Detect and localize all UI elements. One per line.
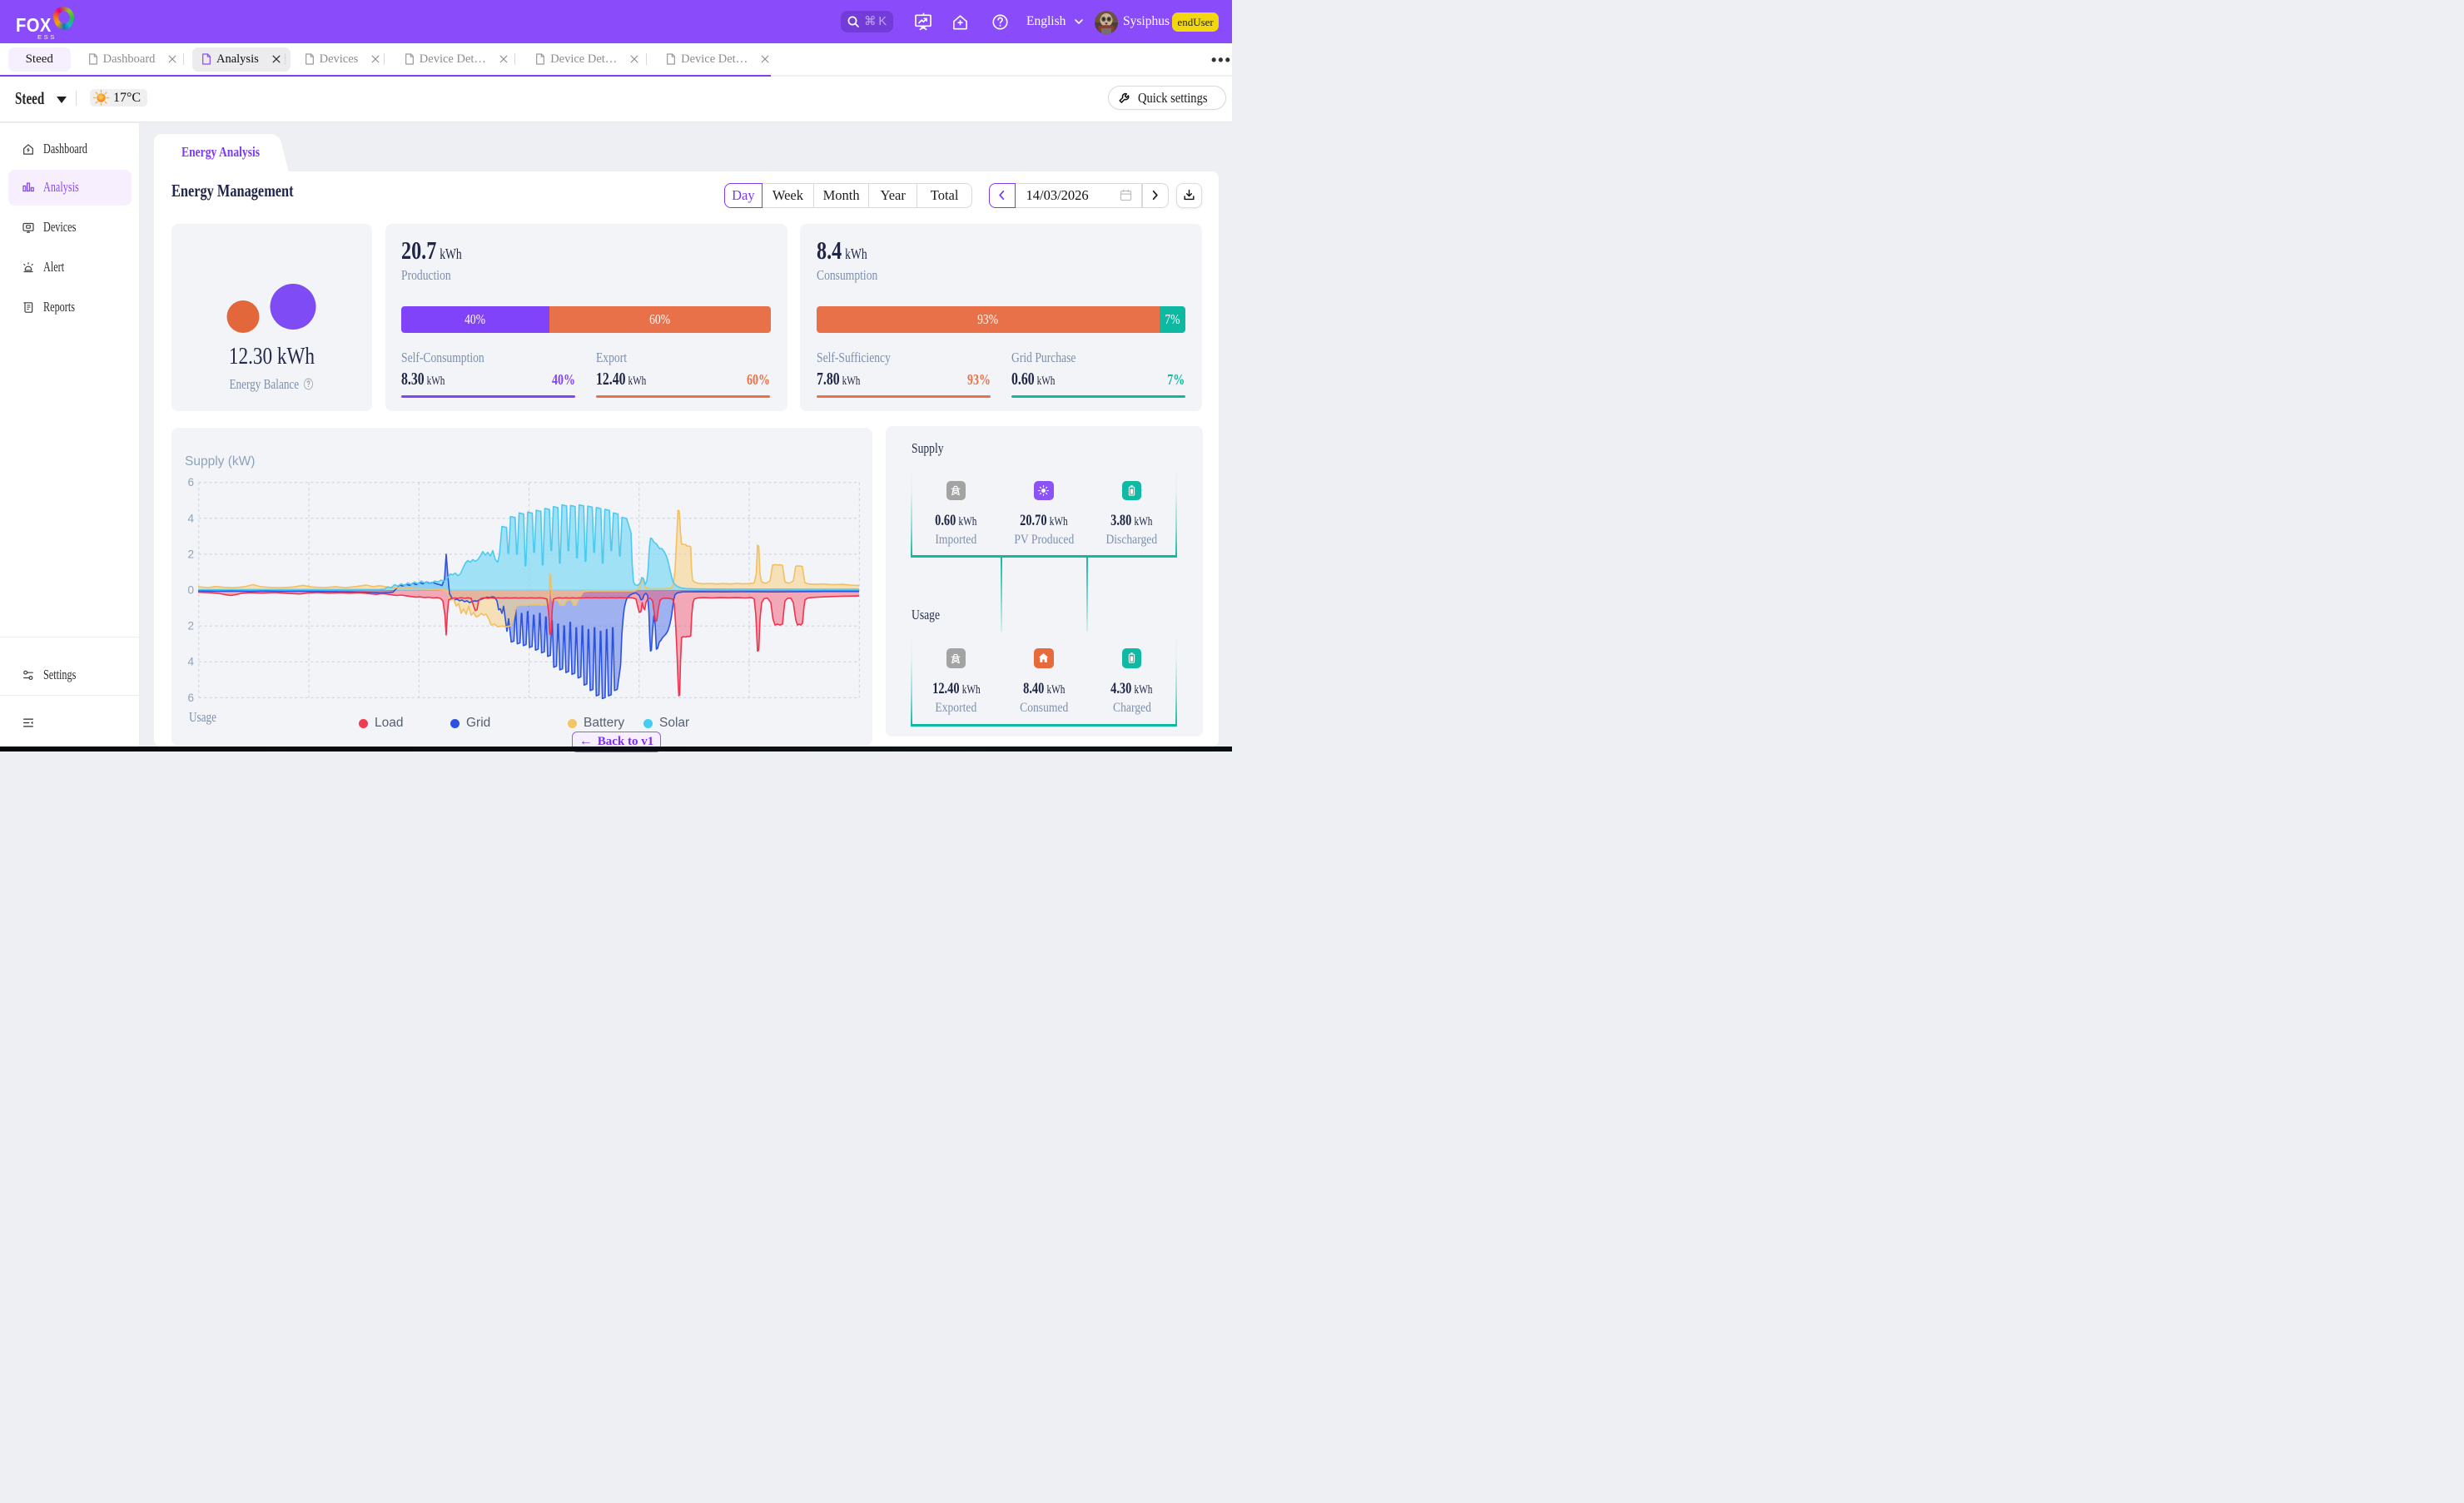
svg-text:4: 4 bbox=[187, 656, 194, 668]
svg-text:0: 0 bbox=[187, 584, 194, 597]
svg-text:2: 2 bbox=[187, 548, 194, 560]
svg-text:4: 4 bbox=[187, 512, 194, 524]
svg-text:6: 6 bbox=[187, 476, 194, 489]
svg-text:2: 2 bbox=[187, 620, 194, 632]
svg-text:6: 6 bbox=[187, 692, 194, 704]
